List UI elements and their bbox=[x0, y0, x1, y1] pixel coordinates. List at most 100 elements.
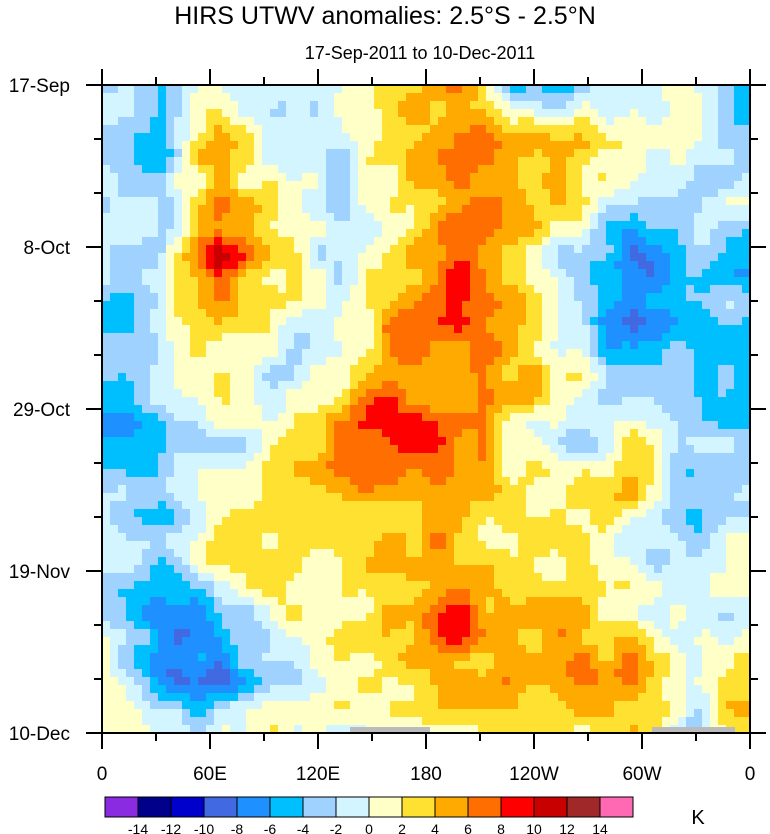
contour-cell bbox=[454, 173, 463, 182]
contour-cell bbox=[646, 141, 655, 150]
contour-cell bbox=[662, 389, 671, 398]
contour-cell bbox=[638, 165, 647, 174]
contour-cell bbox=[510, 253, 519, 262]
contour-cell bbox=[374, 197, 383, 206]
contour-cell bbox=[262, 109, 271, 118]
contour-cell bbox=[630, 373, 639, 382]
contour-cell bbox=[270, 109, 279, 118]
contour-cell bbox=[166, 333, 175, 342]
contour-cell bbox=[318, 365, 327, 374]
contour-cell bbox=[262, 573, 271, 582]
contour-cell bbox=[662, 325, 671, 334]
contour-cell bbox=[254, 557, 263, 566]
contour-cell bbox=[606, 373, 615, 382]
contour-cell bbox=[510, 461, 519, 470]
contour-cell bbox=[390, 445, 399, 454]
contour-cell bbox=[198, 341, 207, 350]
contour-cell bbox=[438, 165, 447, 174]
contour-cell bbox=[390, 189, 399, 198]
contour-cell bbox=[174, 277, 183, 286]
contour-cell bbox=[694, 373, 703, 382]
contour-cell bbox=[198, 501, 207, 510]
contour-cell bbox=[318, 277, 327, 286]
contour-cell bbox=[566, 357, 575, 366]
contour-cell bbox=[294, 445, 303, 454]
contour-cell bbox=[158, 157, 167, 166]
contour-cell bbox=[598, 477, 607, 486]
contour-cell bbox=[726, 501, 735, 510]
contour-cell bbox=[126, 437, 135, 446]
contour-cell bbox=[206, 133, 215, 142]
contour-cell bbox=[494, 365, 503, 374]
contour-cell bbox=[430, 349, 439, 358]
contour-cell bbox=[446, 421, 455, 430]
contour-cell bbox=[446, 525, 455, 534]
contour-cell bbox=[102, 453, 111, 462]
contour-cell bbox=[462, 253, 471, 262]
contour-cell bbox=[342, 445, 351, 454]
contour-cell bbox=[494, 253, 503, 262]
contour-cell bbox=[566, 405, 575, 414]
contour-cell bbox=[702, 133, 711, 142]
contour-cell bbox=[686, 309, 695, 318]
contour-cell bbox=[590, 269, 599, 278]
contour-cell bbox=[630, 141, 639, 150]
contour-cell bbox=[118, 429, 127, 438]
contour-cell bbox=[430, 229, 439, 238]
contour-cell bbox=[654, 181, 663, 190]
contour-cell bbox=[246, 221, 255, 230]
contour-cell bbox=[270, 301, 279, 310]
contour-cell bbox=[350, 469, 359, 478]
contour-cell bbox=[670, 349, 679, 358]
contour-cell bbox=[646, 477, 655, 486]
contour-cell bbox=[190, 525, 199, 534]
contour-cell bbox=[486, 445, 495, 454]
contour-cell bbox=[542, 245, 551, 254]
contour-cell bbox=[358, 221, 367, 230]
contour-cell bbox=[518, 101, 527, 110]
contour-cell bbox=[630, 93, 639, 102]
contour-cell bbox=[694, 141, 703, 150]
contour-cell bbox=[214, 229, 223, 238]
contour-cell bbox=[382, 285, 391, 294]
contour-cell bbox=[190, 429, 199, 438]
contour-cell bbox=[582, 245, 591, 254]
contour-cell bbox=[486, 269, 495, 278]
contour-cell bbox=[670, 381, 679, 390]
contour-cell bbox=[126, 525, 135, 534]
contour-cell bbox=[430, 333, 439, 342]
contour-cell bbox=[102, 357, 111, 366]
contour-cell bbox=[670, 149, 679, 158]
contour-cell bbox=[318, 293, 327, 302]
contour-cell bbox=[726, 317, 735, 326]
contour-cell bbox=[646, 333, 655, 342]
contour-cell bbox=[678, 245, 687, 254]
contour-cell bbox=[238, 349, 247, 358]
contour-cell bbox=[310, 229, 319, 238]
contour-cell bbox=[454, 333, 463, 342]
contour-cell bbox=[550, 397, 559, 406]
contour-cell bbox=[462, 149, 471, 158]
contour-cell bbox=[686, 93, 695, 102]
contour-cell bbox=[246, 141, 255, 150]
contour-cell bbox=[326, 429, 335, 438]
contour-cell bbox=[398, 333, 407, 342]
contour-cell bbox=[734, 389, 743, 398]
contour-cell bbox=[334, 173, 343, 182]
contour-cell bbox=[230, 373, 239, 382]
contour-cell bbox=[566, 445, 575, 454]
contour-cell bbox=[414, 205, 423, 214]
contour-cell bbox=[166, 293, 175, 302]
contour-cell bbox=[366, 517, 375, 526]
contour-cell bbox=[734, 557, 743, 566]
contour-cell bbox=[742, 389, 751, 398]
contour-cell bbox=[254, 165, 263, 174]
contour-cell bbox=[222, 333, 231, 342]
contour-cell bbox=[694, 253, 703, 262]
contour-cell bbox=[582, 253, 591, 262]
contour-cell bbox=[534, 221, 543, 230]
contour-cell bbox=[278, 301, 287, 310]
contour-cell bbox=[638, 381, 647, 390]
contour-cell bbox=[550, 101, 559, 110]
contour-cell bbox=[358, 541, 367, 550]
